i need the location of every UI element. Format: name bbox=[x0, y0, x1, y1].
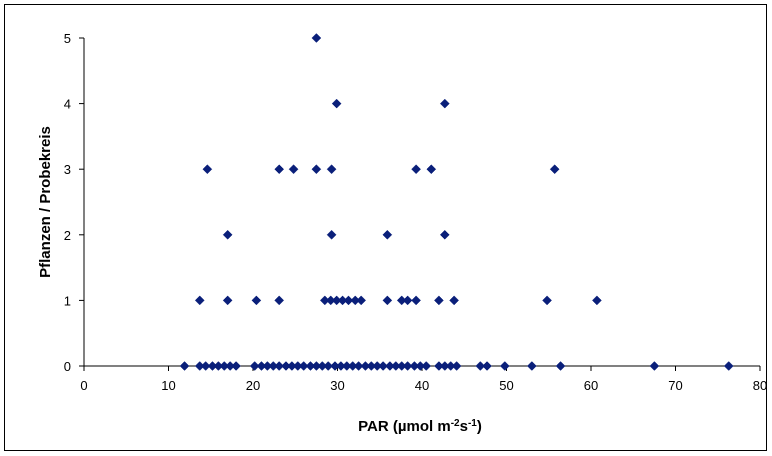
x-tick-label: 40 bbox=[415, 378, 429, 393]
y-tick-label: 3 bbox=[64, 162, 71, 177]
data-point bbox=[202, 164, 213, 175]
data-point bbox=[298, 361, 309, 371]
data-point bbox=[382, 229, 393, 240]
y-tick-label: 1 bbox=[64, 293, 71, 308]
x-axis-title-main: PAR (µmol m bbox=[358, 418, 451, 435]
y-tick-label: 5 bbox=[64, 31, 71, 46]
x-tick-label: 30 bbox=[330, 378, 344, 393]
x-tick-label: 50 bbox=[499, 378, 513, 393]
data-point bbox=[356, 295, 367, 306]
x-tick-label: 20 bbox=[246, 378, 260, 393]
data-point bbox=[451, 361, 462, 371]
data-point bbox=[274, 295, 285, 306]
data-point bbox=[222, 229, 233, 240]
data-point bbox=[343, 295, 354, 306]
data-point bbox=[331, 98, 342, 109]
data-point bbox=[449, 295, 459, 306]
data-point bbox=[382, 295, 393, 306]
data-point bbox=[482, 361, 492, 371]
data-point bbox=[179, 361, 190, 371]
data-point bbox=[439, 229, 450, 240]
data-point bbox=[249, 361, 260, 371]
data-point bbox=[222, 295, 233, 306]
data-points bbox=[179, 33, 734, 371]
x-tick-label: 70 bbox=[668, 378, 682, 393]
data-point bbox=[402, 295, 413, 306]
data-point bbox=[274, 361, 285, 371]
data-point bbox=[194, 295, 205, 306]
data-point bbox=[274, 164, 285, 175]
data-point bbox=[326, 229, 337, 240]
data-point bbox=[439, 98, 450, 109]
data-point bbox=[326, 164, 337, 175]
data-point bbox=[542, 295, 552, 306]
x-axis-title-end: ) bbox=[477, 418, 482, 435]
data-point bbox=[311, 164, 322, 175]
x-axis-title-sup1: -2 bbox=[451, 418, 460, 429]
data-point bbox=[311, 33, 322, 43]
data-point bbox=[378, 361, 388, 371]
x-tick-label: 0 bbox=[80, 378, 87, 393]
data-point bbox=[231, 361, 241, 371]
data-point bbox=[402, 361, 413, 371]
data-point bbox=[592, 295, 602, 306]
data-point bbox=[411, 164, 421, 175]
y-tick-label: 4 bbox=[64, 97, 71, 112]
x-tick-label: 10 bbox=[161, 378, 175, 393]
y-axis-title: Pflanzen / Probekreis bbox=[37, 126, 54, 278]
data-point bbox=[411, 295, 421, 306]
data-point bbox=[499, 361, 510, 371]
data-point bbox=[421, 361, 432, 371]
data-point bbox=[555, 361, 566, 371]
data-point bbox=[353, 361, 364, 371]
data-point bbox=[434, 295, 444, 306]
data-point bbox=[526, 361, 537, 371]
data-point bbox=[549, 164, 560, 175]
y-tick-label: 2 bbox=[64, 228, 71, 243]
data-point bbox=[288, 164, 299, 175]
data-point bbox=[426, 164, 437, 175]
axes: 0 10 20 30 40 50 60 70 80 0 1 2 3 4 5 bbox=[64, 31, 767, 393]
x-axis-title-mid: s bbox=[460, 418, 468, 435]
x-tick-label: 80 bbox=[753, 378, 767, 393]
data-point bbox=[323, 361, 334, 371]
chart-frame bbox=[4, 4, 767, 451]
x-axis-title-sup2: -1 bbox=[468, 418, 477, 429]
x-tick-label: 60 bbox=[584, 378, 598, 393]
data-point bbox=[723, 361, 734, 371]
data-point bbox=[200, 361, 211, 371]
data-point bbox=[251, 295, 262, 306]
y-tick-label: 0 bbox=[64, 359, 71, 374]
data-point bbox=[649, 361, 660, 371]
data-point bbox=[475, 361, 486, 371]
x-axis-title: PAR (µmol m-2s-1) bbox=[358, 418, 482, 436]
